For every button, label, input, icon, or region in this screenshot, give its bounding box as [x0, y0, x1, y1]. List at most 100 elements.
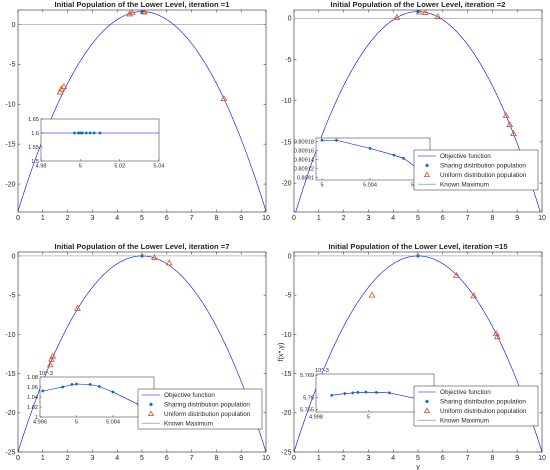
legend-sharing-swatch	[425, 399, 429, 404]
inset-axes: 55.0045.0080.809180.809160.809140.809120…	[294, 137, 431, 189]
inset-x-tick-label: 5.004	[106, 420, 120, 426]
sharing-point-dot	[140, 254, 144, 257]
y-tick-label: -15	[5, 142, 15, 149]
y-tick-label: -10	[281, 332, 291, 339]
inset-sharing-point-dot	[321, 139, 323, 142]
y-tick-label: -25	[281, 449, 291, 456]
legend: Objective function Sharing distribution p…	[413, 149, 539, 191]
inset-y-tick-label: 5.76	[303, 395, 314, 401]
legend: Objective function Sharing distribution p…	[413, 385, 539, 427]
legend-uniform-swatch	[147, 410, 155, 417]
x-tick-label: 6	[165, 215, 169, 222]
y-tick-label: -20	[281, 181, 291, 188]
x-tick-label: 0	[292, 455, 296, 462]
inset-y-tick-label: 0.80918	[294, 140, 314, 146]
plot-content	[18, 10, 266, 212]
inset-sharing-point-dot	[335, 139, 338, 142]
inset-y-tick-label: 1	[35, 415, 38, 421]
x-tick-label: 1	[317, 455, 321, 462]
inset-sharing-point	[368, 146, 372, 150]
uniform-point	[494, 333, 501, 340]
inset-exponent-label: 10^-3	[315, 368, 329, 374]
y-tick-label: 0	[288, 16, 292, 23]
x-tick-label: 10	[262, 215, 270, 222]
inset-y-tick-label: 0.80914	[294, 158, 314, 164]
y-tick-label: 0	[288, 253, 292, 260]
uniform-point	[422, 10, 429, 15]
x-tick-label: 7	[190, 215, 194, 222]
uniform-point	[128, 10, 136, 16]
x-tick-label: 3	[90, 215, 94, 222]
legend-sharing-swatch	[425, 163, 429, 168]
uniform-point	[48, 355, 55, 362]
uniform-point	[74, 304, 81, 311]
x-tick-label: 4	[115, 215, 119, 222]
y-tick-label: -5	[9, 62, 15, 69]
y-tick-label: -20	[5, 181, 15, 188]
inset-y-tick-label: 1.04	[27, 395, 38, 401]
uniform-point	[263, 207, 266, 212]
inset-x-tick-label: 4.98	[36, 164, 47, 170]
x-tick-label: 8	[214, 455, 218, 462]
x-tick-label: 9	[239, 215, 243, 222]
legend-label-uniform: Uniform distribution population	[164, 411, 251, 418]
legend-label-uniform: Uniform distribution population	[440, 408, 527, 415]
inset-sharing-point	[74, 382, 78, 386]
x-tick-label: 3	[366, 455, 370, 462]
y-tick-label: -20	[281, 410, 291, 417]
inset-objective-line	[322, 139, 425, 174]
inset-sharing-point-dot	[75, 383, 78, 385]
legend-uniform-swatch	[423, 171, 431, 178]
inset-sharing-point-dot	[73, 132, 76, 134]
chart-title: Initial Population of the Lower Level, i…	[331, 0, 506, 9]
inset-sharing-point-dot	[112, 391, 114, 393]
x-tick-label: 8	[490, 455, 494, 462]
inset-sharing-point	[70, 383, 74, 386]
inset-sharing-point	[78, 131, 82, 135]
uniform-point	[60, 83, 68, 90]
inset-sharing-point	[97, 385, 101, 388]
x-tick-label: 8	[490, 215, 494, 222]
y-tick-label: -25	[5, 449, 15, 456]
inset-y-tick-label: 1.06	[27, 385, 38, 391]
inset-y-tick-label: 0.80912	[294, 167, 314, 173]
inset-sharing-point	[392, 153, 396, 157]
x-tick-label: 4	[391, 215, 395, 222]
inset-sharing-point-dot	[344, 392, 346, 395]
inset-sharing-point	[111, 390, 115, 394]
inset-sharing-point-dot	[402, 157, 405, 160]
uniform-point	[151, 253, 158, 260]
sharing-point-dot	[416, 10, 420, 13]
x-tick-label: 1	[41, 455, 45, 462]
x-tick-label: 0	[16, 455, 20, 462]
inset-y-tick-label: 1.02	[27, 405, 38, 411]
legend-box	[137, 388, 263, 430]
y-tick-label: -10	[5, 102, 15, 109]
inset-y-tick-label: 1.08	[27, 375, 38, 381]
legend-uniform-swatch	[423, 407, 431, 414]
x-tick-label: 4	[115, 455, 119, 462]
x-tick-label: 0	[292, 215, 296, 222]
uniform-point	[506, 120, 514, 127]
x-tick-label: 1	[41, 215, 45, 222]
uniform-point	[502, 111, 510, 118]
y-tick-label: -15	[5, 371, 15, 378]
inset-y-tick-label: 5.769	[300, 373, 314, 379]
inset-sharing-point-dot	[330, 394, 333, 397]
x-tick-label: 3	[90, 455, 94, 462]
inset-sharing-point-dot	[393, 154, 395, 156]
inset-sharing-point	[334, 138, 338, 142]
inset-sharing-point-dot	[77, 132, 80, 134]
inset-sharing-point-dot	[357, 391, 359, 394]
y-axis-label: f(x*,y)	[276, 343, 285, 362]
inset-sharing-point-dot	[41, 390, 44, 392]
x-tick-label: 5	[140, 455, 144, 462]
inset-sharing-point-dot	[375, 391, 378, 394]
inset-sharing-point-dot	[61, 386, 64, 388]
sharing-point	[416, 254, 420, 258]
inset-sharing-point	[80, 131, 84, 135]
inset-exponent-label: 10^-3	[39, 371, 53, 377]
plot-content	[294, 254, 542, 452]
chart-title: Initial Population of the Lower Level, i…	[55, 0, 231, 9]
